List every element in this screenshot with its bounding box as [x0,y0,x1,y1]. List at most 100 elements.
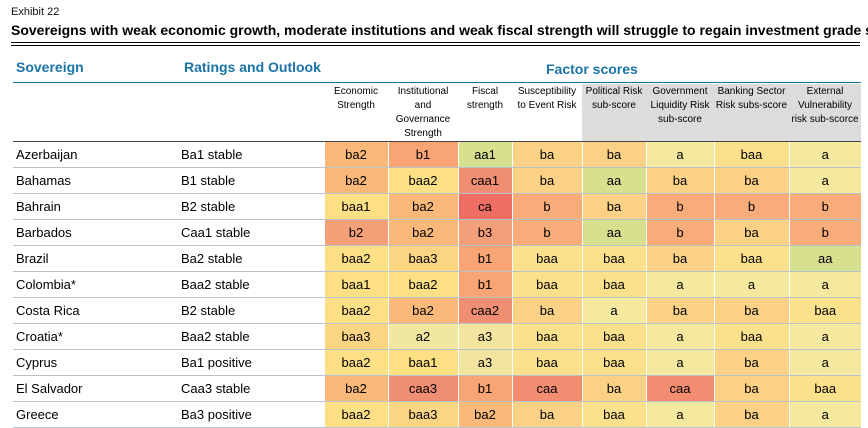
score-cell: baa2 [323,245,388,272]
sovereign-header: Sovereign [16,59,84,75]
ratings-header: Ratings and Outlook [184,59,321,75]
rating-outlook: B2 stable [181,193,324,220]
table-row: Barbados Caa1 stable b2 ba2 b3 b aa b ba b [13,219,861,246]
score-cell: a [581,297,646,324]
score-cell: ba [713,219,789,246]
rating-outlook: Baa2 stable [181,323,324,350]
score-cell: baa [511,349,582,376]
score-cell: ba2 [387,297,458,324]
score-cell: baa2 [387,271,458,298]
score-cell: baa1 [323,193,388,220]
score-cell: b3 [457,219,512,246]
header-rule [13,82,861,83]
table-row: Croatia* Baa2 stable baa3 a2 a3 baa baa a baa a [13,323,861,350]
rating-outlook: Ba2 stable [181,245,324,272]
score-cell: a [645,141,714,168]
column-header: Banking Sector Risk subs-score [714,84,789,142]
score-cell: baa3 [387,245,458,272]
table-row: Costa Rica B2 stable baa2 ba2 caa2 ba a ba ba baa [13,297,861,324]
table-row: Brazil Ba2 stable baa2 baa3 b1 baa baa ba baa aa [13,245,861,272]
score-cell: b [645,193,714,220]
score-cell: baa [713,141,789,168]
score-cell: b [788,219,861,246]
table-row: El Salvador Caa3 stable ba2 caa3 b1 caa ba caa b… [13,375,861,402]
score-cell: baa1 [387,349,458,376]
score-cell: b1 [457,375,512,402]
score-cell: ba [713,297,789,324]
score-cell: b [713,193,789,220]
sovereign-name: Bahrain [13,193,181,220]
score-cell: aa [581,167,646,194]
score-cell: a [788,401,861,428]
score-cell: ba [511,401,582,428]
sovereign-name: Brazil [13,245,181,272]
table-row: Greece Ba3 positive baa2 baa3 ba2 ba baa a ba a [13,401,861,428]
score-cell: baa [581,271,646,298]
sovereign-name: Greece [13,401,181,428]
score-cell: caa3 [387,375,458,402]
score-cell: ca [457,193,512,220]
factor-scores-header: Factor scores [546,61,638,77]
table-row: Bahamas B1 stable ba2 baa2 caa1 ba aa ba ba a [13,167,861,194]
score-cell: caa1 [457,167,512,194]
rating-outlook: Ba1 positive [181,349,324,376]
column-header: Susceptibility to Event Risk [512,84,582,142]
header-blank-rating [181,84,324,142]
rating-outlook: Caa1 stable [181,219,324,246]
score-cell: baa [581,245,646,272]
table-row: Colombia* Baa2 stable baa1 baa2 b1 baa baa a a a [13,271,861,298]
score-cell: ba [581,141,646,168]
score-cell: caa2 [457,297,512,324]
title-rule-top [11,42,860,43]
score-cell: a [645,401,714,428]
score-cell: b1 [457,245,512,272]
header-blank-sovereign [13,84,181,142]
score-cell: caa [511,375,582,402]
rating-outlook: Ba1 stable [181,141,324,168]
score-cell: baa [511,271,582,298]
score-cell: a [713,271,789,298]
score-cell: aa [581,219,646,246]
score-cell: baa [511,245,582,272]
title-rule-bottom [11,45,860,46]
score-cell: baa3 [387,401,458,428]
score-cell: ba [645,245,714,272]
column-header: Political Risk sub-score [582,84,646,142]
score-cell: ba [713,167,789,194]
exhibit-label: Exhibit 22 [11,6,60,18]
rating-outlook: Caa3 stable [181,375,324,402]
column-header: Institutional and Governance Strength [388,84,458,142]
table-row: Azerbaijan Ba1 stable ba2 b1 aa1 ba ba a baa a [13,141,861,168]
rating-outlook: B1 stable [181,167,324,194]
score-cell: b2 [323,219,388,246]
score-cell: b1 [387,141,458,168]
column-header: External Vulnerability risk sub-scorce [789,84,861,142]
score-cell: caa [645,375,714,402]
score-cell: baa2 [323,297,388,324]
sovereign-name: Barbados [13,219,181,246]
column-header: Government Liquidity Risk sub-score [646,84,714,142]
score-cell: a2 [387,323,458,350]
score-cell: baa [788,375,861,402]
score-cell: baa1 [323,271,388,298]
score-cell: a [788,141,861,168]
score-cell: baa [581,323,646,350]
score-cell: ba2 [387,219,458,246]
sovereign-name: Cyprus [13,349,181,376]
factor-scores-table: Economic Strength Institutional and Gover… [13,84,861,428]
score-cell: baa [788,297,861,324]
score-cell: baa [511,323,582,350]
score-cell: ba2 [323,167,388,194]
score-cell: baa [713,245,789,272]
score-cell: ba [713,349,789,376]
chart-title: Sovereigns with weak economic growth, mo… [11,22,868,38]
score-cell: b [788,193,861,220]
score-cell: baa3 [323,323,388,350]
score-cell: ba [645,167,714,194]
score-cell: a [645,271,714,298]
column-header: Fiscal strength [458,84,512,142]
score-cell: a [788,349,861,376]
score-cell: b [511,193,582,220]
score-cell: baa [581,349,646,376]
score-cell: aa [788,245,861,272]
